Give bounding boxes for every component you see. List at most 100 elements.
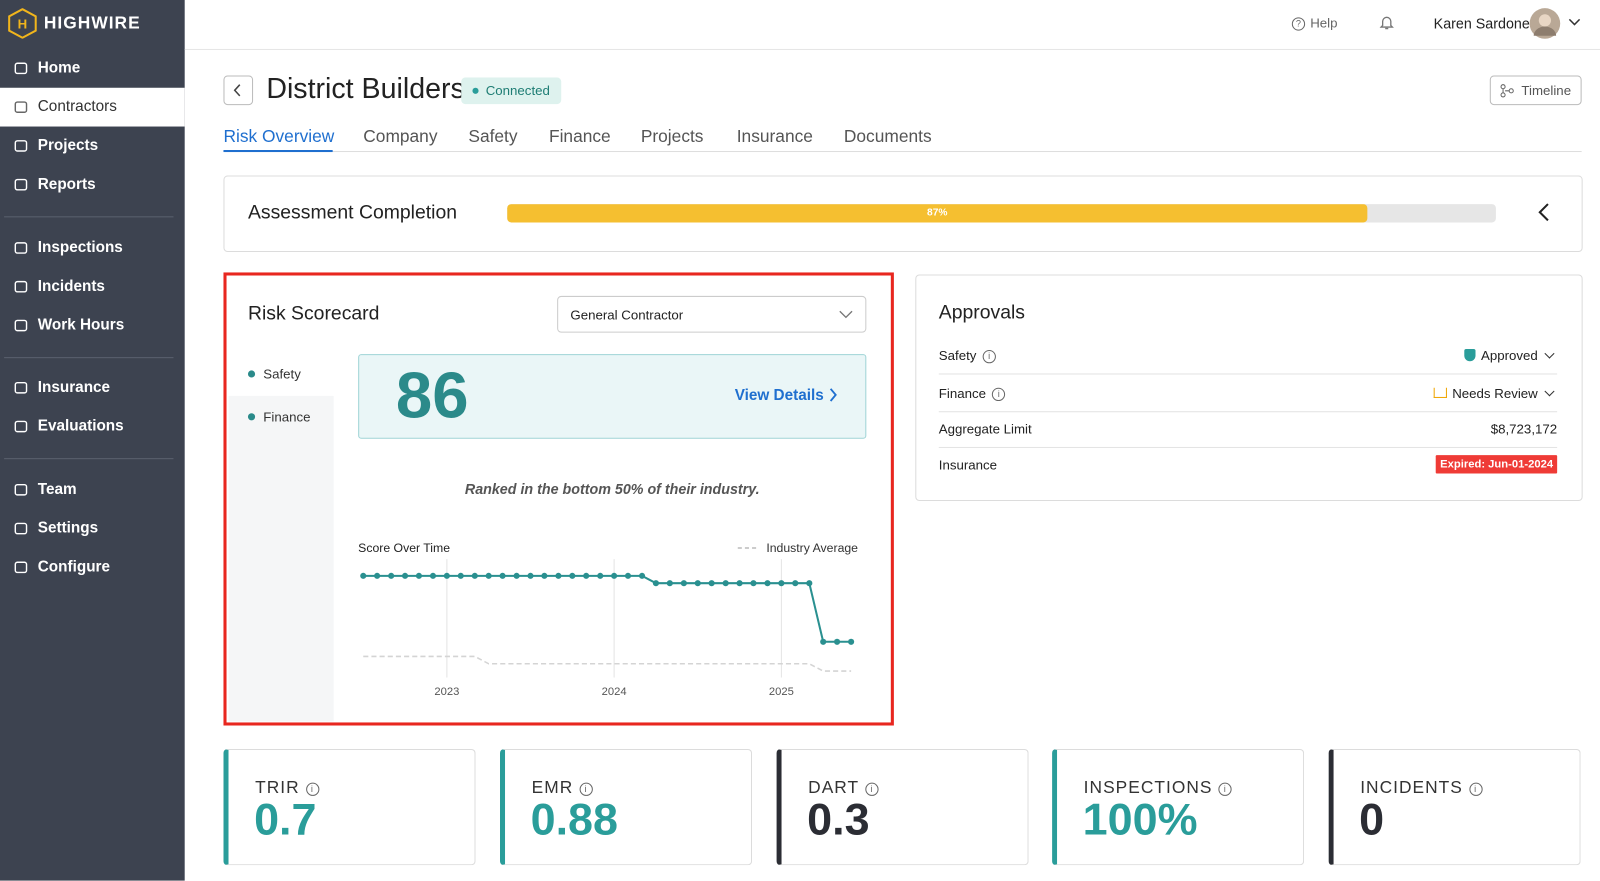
approval-row: Insurance Expired: Jun-01-2024 <box>939 447 1558 484</box>
point <box>457 572 464 579</box>
approved-icon <box>1464 348 1476 362</box>
kpi-label-text: DART <box>808 777 860 797</box>
approval-row: Finance i Needs Review <box>939 376 1557 413</box>
nav-item[interactable]: Evaluations <box>0 407 185 446</box>
tab[interactable]: Company <box>363 126 438 146</box>
point <box>652 580 659 587</box>
nav-icon <box>14 280 28 293</box>
timeline-text: Timeline <box>1521 82 1572 98</box>
approval-value[interactable]: Needs Review <box>1433 386 1557 401</box>
active-tab-underline <box>223 150 333 153</box>
nav-item[interactable]: Configure <box>0 548 185 587</box>
section-dot <box>247 413 256 421</box>
nav-separator <box>4 458 174 460</box>
nav-item[interactable]: Team <box>0 470 185 509</box>
timeline-button[interactable]: Timeline <box>1489 75 1582 106</box>
approval-label: Insurance <box>939 457 997 472</box>
tab[interactable]: Insurance <box>736 126 813 146</box>
point <box>597 572 604 579</box>
dropdown-text: General Contractor <box>570 307 684 323</box>
section-tab[interactable]: Safety <box>228 354 334 395</box>
tab[interactable]: Risk Overview <box>223 126 335 146</box>
point <box>750 580 757 587</box>
point <box>666 580 673 587</box>
progress-fill: 87% <box>507 204 1368 223</box>
nav-item[interactable]: Incidents <box>0 267 185 306</box>
kpi-value: 0 <box>1359 794 1385 845</box>
nav-icon <box>14 101 28 113</box>
view-details[interactable]: View Details <box>735 387 838 404</box>
point <box>555 572 562 579</box>
back-button[interactable] <box>223 75 254 106</box>
point <box>485 572 492 579</box>
nav-icon <box>14 178 28 191</box>
kpi-label: INCIDENTS i <box>1360 777 1483 798</box>
help[interactable]: ? Help <box>1291 15 1338 31</box>
nav-icon <box>14 483 28 496</box>
scorecard-dropdown[interactable]: General Contractor <box>557 295 867 333</box>
logo: H <box>8 8 37 39</box>
scorecard-sidebar <box>228 395 334 722</box>
assessment-title: Assessment Completion <box>247 202 458 224</box>
nav-item[interactable]: Insurance <box>0 368 185 407</box>
nav-icon <box>14 381 28 394</box>
kpi-label-text: EMR <box>531 777 574 797</box>
approval-label-text: Aggregate Limit <box>938 421 1032 437</box>
svg-text:H: H <box>18 17 28 32</box>
collapse[interactable] <box>1536 202 1552 222</box>
nav-item[interactable]: Projects <box>0 127 185 166</box>
help-text: Help <box>1310 15 1338 31</box>
chart: 2023 2024 2025 <box>360 559 855 698</box>
point <box>792 580 799 587</box>
point <box>443 572 450 579</box>
status-badge: Connected <box>461 77 562 105</box>
user-menu[interactable] <box>1529 7 1586 40</box>
section-tab[interactable]: Finance <box>229 397 334 438</box>
sidebar: H HIGHWIRE Home Contractors Projects Report… <box>0 0 185 881</box>
notifications[interactable] <box>1379 14 1394 30</box>
nav-label: Evaluations <box>37 417 124 435</box>
kpi-label: INSPECTIONS i <box>1084 778 1232 798</box>
nav-item[interactable]: Inspections <box>0 229 185 268</box>
tab[interactable]: Projects <box>640 126 704 146</box>
user-name[interactable]: Karen Sardone <box>1433 15 1530 32</box>
approval-label-text: Finance <box>938 385 986 402</box>
nav-icon <box>14 522 28 535</box>
scorecard-title: Risk Scorecard <box>247 303 380 325</box>
kpi-card: TRIR i 0.7 <box>223 748 476 866</box>
nav-item[interactable]: Contractors <box>0 87 185 127</box>
tabs-border <box>223 151 1582 153</box>
info-icon: i <box>1469 782 1483 796</box>
point <box>694 580 701 587</box>
chevron <box>1544 348 1555 359</box>
kpi-label-text: INCIDENTS <box>1360 777 1463 797</box>
nav-label: Inspections <box>37 238 123 257</box>
page-title: District Builders <box>266 72 465 105</box>
nav-item[interactable]: Work Hours <box>0 306 185 345</box>
point <box>429 572 437 579</box>
x-tick-label: 2025 <box>769 686 794 698</box>
brand: HIGHWIRE <box>43 13 141 33</box>
view-details-text: View Details <box>734 386 824 405</box>
tab[interactable]: Documents <box>843 126 932 146</box>
nav-icon <box>14 242 28 254</box>
approval-label-text: Safety <box>938 347 977 364</box>
approval-value[interactable]: Approved <box>1464 348 1558 363</box>
info-icon: i <box>865 782 879 796</box>
chart-title: Score Over Time <box>358 540 451 556</box>
approval-label-text: Insurance <box>938 457 998 473</box>
kpi-value: 0.7 <box>254 794 317 845</box>
kpi-card: DART i 0.3 <box>776 748 1029 866</box>
point <box>708 580 715 587</box>
nav-item[interactable]: Home <box>0 49 185 88</box>
nav-label: Configure <box>37 558 111 576</box>
approval-value-text: Expired: Jun-01-2024 <box>1440 458 1554 471</box>
nav-icon <box>14 62 28 75</box>
tab[interactable]: Safety <box>468 126 518 146</box>
legend-swatch <box>737 547 759 549</box>
kpi-value: 100% <box>1082 794 1198 845</box>
point <box>834 638 841 645</box>
nav-item[interactable]: Reports <box>0 165 185 204</box>
tab[interactable]: Finance <box>548 126 611 146</box>
nav-item[interactable]: Settings <box>0 509 185 548</box>
